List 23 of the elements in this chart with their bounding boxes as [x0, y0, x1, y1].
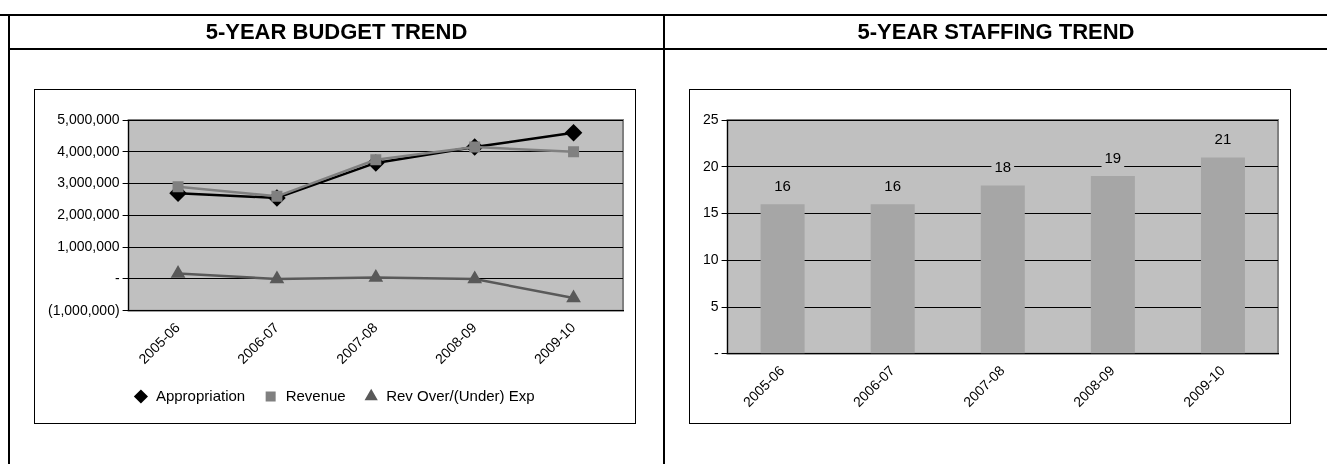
y-tick-label: 25: [702, 110, 719, 127]
y-tick-label: 4,000,000: [57, 142, 120, 159]
legend-label: Revenue: [285, 386, 346, 404]
data-label: 16: [774, 176, 791, 194]
legend-label: Rev Over/(Under) Exp: [386, 386, 535, 404]
legend-label: Appropriation: [155, 386, 246, 404]
y-tick-label: (1,000,000): [48, 301, 120, 318]
y-tick-label: 1,000,000: [57, 238, 120, 255]
chart-title: 5-YEAR STAFFING TREND: [665, 16, 1327, 50]
data-label: 21: [1214, 130, 1232, 148]
y-tick-label: 20: [702, 157, 719, 174]
chart-title: 5-YEAR BUDGET TREND: [10, 16, 663, 50]
y-tick-label: 2,000,000: [57, 206, 120, 223]
y-tick-label: 5,000,000: [57, 110, 120, 127]
data-label: 16: [884, 176, 902, 194]
y-tick-label: 3,000,000: [57, 174, 120, 191]
y-tick-label: 15: [702, 204, 719, 221]
y-tick-label: -: [114, 269, 120, 286]
y-tick-label: 5: [710, 297, 719, 314]
y-tick-label: -: [713, 344, 719, 361]
data-label: 19: [1104, 148, 1122, 166]
data-label: 18: [994, 158, 1012, 176]
y-tick-label: 10: [702, 251, 719, 268]
